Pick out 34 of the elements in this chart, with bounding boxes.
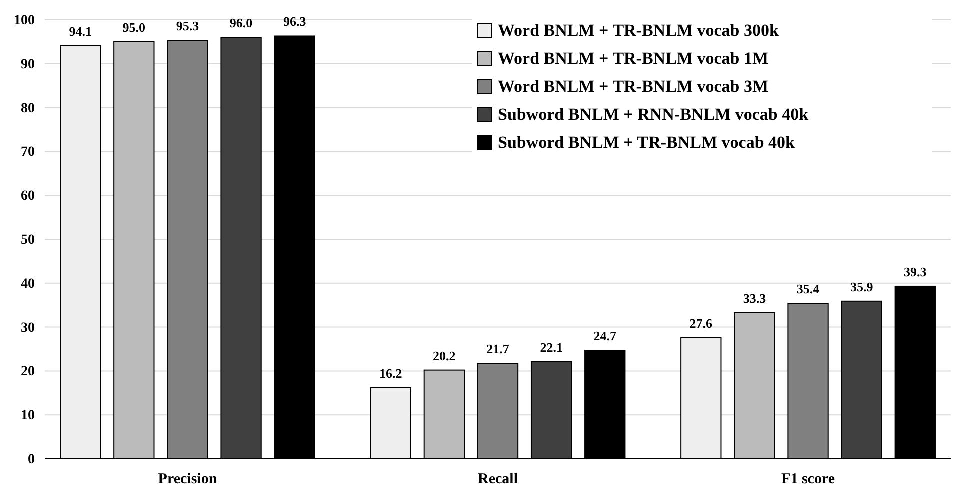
data-label: 35.4 — [796, 282, 820, 297]
legend-label: Subword BNLM + TR-BNLM vocab 40k — [498, 133, 796, 152]
y-tick-label: 100 — [14, 13, 35, 28]
data-label: 21.7 — [486, 342, 510, 357]
data-label: 27.6 — [690, 316, 714, 331]
y-tick-label: 60 — [21, 189, 35, 204]
data-label: 33.3 — [743, 290, 767, 306]
y-tick-label: 30 — [21, 320, 35, 336]
y-tick-label: 50 — [21, 232, 35, 248]
x-tick-label: F1 score — [782, 472, 836, 488]
data-label: 16.2 — [380, 366, 402, 381]
y-tick-label: 20 — [21, 364, 35, 380]
data-label: 20.2 — [433, 348, 456, 364]
y-tick-label: 80 — [21, 101, 35, 116]
data-label: 35.9 — [850, 279, 874, 294]
data-label: 94.1 — [69, 24, 92, 39]
y-tick-label: 0 — [28, 452, 35, 468]
y-tick-label: 10 — [21, 408, 35, 424]
y-tick-label: 40 — [21, 276, 35, 292]
legend-label: Word BNLM + TR-BNLM vocab 3M — [498, 77, 769, 96]
data-label: 39.3 — [904, 264, 928, 280]
legend-label: Subword BNLM + RNN-BNLM vocab 40k — [498, 105, 810, 124]
legend-label: Word BNLM + TR-BNLM vocab 300k — [498, 21, 780, 40]
x-tick-label: Precision — [158, 472, 218, 488]
data-label: 22.1 — [540, 340, 563, 355]
legend-label: Word BNLM + TR-BNLM vocab 1M — [498, 49, 769, 68]
x-tick-label: Recall — [478, 472, 518, 488]
data-label: 95.3 — [176, 18, 200, 34]
data-label: 96.0 — [230, 16, 253, 31]
data-label: 95.0 — [122, 20, 146, 35]
y-tick-label: 70 — [21, 145, 35, 160]
y-tick-label: 90 — [21, 57, 35, 72]
data-label: 96.3 — [283, 14, 307, 30]
data-label: 24.7 — [594, 328, 617, 344]
